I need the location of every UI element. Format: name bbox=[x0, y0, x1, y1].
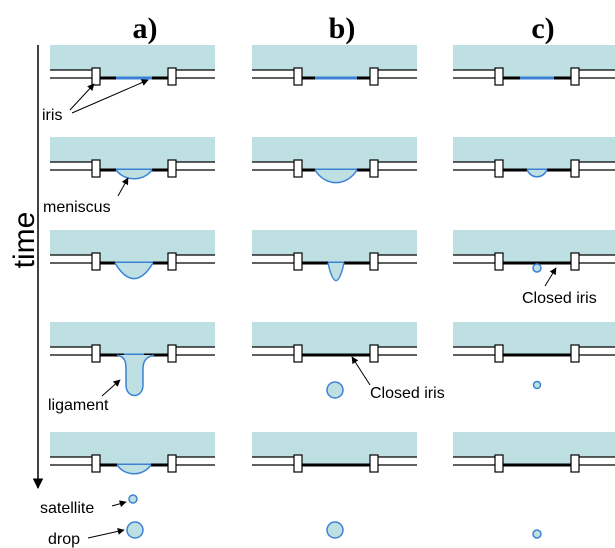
annotation: meniscus bbox=[43, 199, 111, 216]
electrode bbox=[495, 345, 503, 362]
meniscus bbox=[328, 263, 344, 281]
electrode bbox=[168, 455, 176, 472]
meniscus bbox=[527, 170, 547, 177]
annotation: drop bbox=[48, 531, 80, 548]
electrode bbox=[294, 345, 302, 362]
figure: a) b) c) time iris meniscus ligament sat… bbox=[0, 0, 615, 548]
annotation: ligament bbox=[48, 397, 109, 414]
electrode bbox=[370, 68, 378, 85]
electrode bbox=[168, 160, 176, 177]
electrode bbox=[294, 68, 302, 85]
droplet bbox=[327, 382, 343, 398]
liquid bbox=[453, 45, 615, 70]
liquid bbox=[50, 432, 215, 457]
electrode bbox=[495, 253, 503, 270]
annotation: Closed iris bbox=[370, 385, 445, 402]
electrode bbox=[571, 160, 579, 177]
column-header: c) bbox=[531, 12, 554, 45]
meniscus bbox=[116, 170, 152, 179]
electrode bbox=[92, 160, 100, 177]
electrode bbox=[571, 455, 579, 472]
annotation-arrow bbox=[352, 357, 370, 385]
electrode bbox=[571, 345, 579, 362]
liquid bbox=[453, 230, 615, 255]
electrode bbox=[370, 253, 378, 270]
column-header: a) bbox=[133, 12, 158, 45]
droplet bbox=[534, 382, 541, 389]
liquid bbox=[252, 45, 417, 70]
droplet bbox=[129, 495, 137, 503]
annotation: satellite bbox=[40, 500, 94, 517]
axis-label: time bbox=[8, 212, 41, 269]
liquid bbox=[252, 432, 417, 457]
droplet bbox=[533, 530, 541, 538]
electrode bbox=[168, 345, 176, 362]
column-header: b) bbox=[329, 12, 356, 45]
droplet bbox=[327, 522, 343, 538]
annotation: iris bbox=[42, 107, 62, 124]
liquid bbox=[50, 230, 215, 255]
electrode bbox=[495, 455, 503, 472]
meniscus bbox=[117, 465, 151, 474]
meniscus bbox=[115, 263, 153, 279]
electrode bbox=[92, 345, 100, 362]
electrode bbox=[294, 160, 302, 177]
electrode bbox=[92, 68, 100, 85]
liquid bbox=[50, 322, 215, 347]
liquid bbox=[50, 45, 215, 70]
electrode bbox=[370, 455, 378, 472]
liquid bbox=[453, 322, 615, 347]
electrode bbox=[168, 253, 176, 270]
electrode bbox=[571, 68, 579, 85]
electrode bbox=[92, 455, 100, 472]
annotation-arrow bbox=[545, 268, 556, 286]
electrode bbox=[294, 455, 302, 472]
liquid bbox=[50, 137, 215, 162]
liquid bbox=[453, 137, 615, 162]
electrode bbox=[294, 253, 302, 270]
electrode bbox=[571, 253, 579, 270]
electrode bbox=[370, 160, 378, 177]
electrode bbox=[495, 68, 503, 85]
liquid bbox=[252, 322, 417, 347]
liquid bbox=[453, 432, 615, 457]
electrode bbox=[495, 160, 503, 177]
annotation-arrow bbox=[72, 80, 148, 113]
electrode bbox=[92, 253, 100, 270]
annotation-arrow bbox=[70, 84, 94, 110]
liquid bbox=[252, 137, 417, 162]
electrode bbox=[370, 345, 378, 362]
droplet bbox=[127, 522, 143, 538]
meniscus bbox=[315, 170, 357, 183]
annotation-arrow bbox=[102, 380, 120, 396]
annotation-arrow bbox=[88, 530, 124, 538]
electrode bbox=[168, 68, 176, 85]
annotation-arrow bbox=[118, 178, 128, 196]
annotation: Closed iris bbox=[522, 290, 597, 307]
droplet bbox=[533, 264, 541, 272]
liquid bbox=[252, 230, 417, 255]
ligament bbox=[117, 355, 154, 396]
annotation-arrow bbox=[112, 502, 126, 506]
